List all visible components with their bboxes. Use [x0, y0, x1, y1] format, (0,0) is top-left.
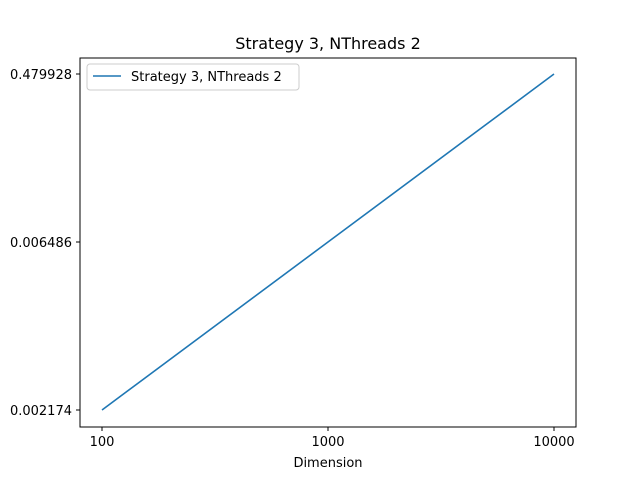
chart-title: Strategy 3, NThreads 2 [235, 34, 421, 53]
x-axis-label: Dimension [293, 456, 362, 471]
x-tick-label: 10000 [533, 435, 574, 450]
legend: Strategy 3, NThreads 2 [86, 63, 300, 91]
y-axis: 0.002174 0.006486 0.479928 [10, 68, 80, 419]
series-layer [101, 73, 555, 411]
x-axis: 100 1000 10000 [90, 427, 575, 450]
x-tick-label: 1000 [311, 435, 344, 450]
series-line [101, 73, 555, 411]
legend-box [86, 63, 300, 91]
y-tick-label: 0.479928 [10, 68, 72, 83]
legend-label: Strategy 3, NThreads 2 [131, 70, 282, 85]
y-tick-label: 0.002174 [10, 404, 72, 419]
y-tick-label: 0.006486 [10, 236, 72, 251]
x-tick-label: 100 [90, 435, 115, 450]
